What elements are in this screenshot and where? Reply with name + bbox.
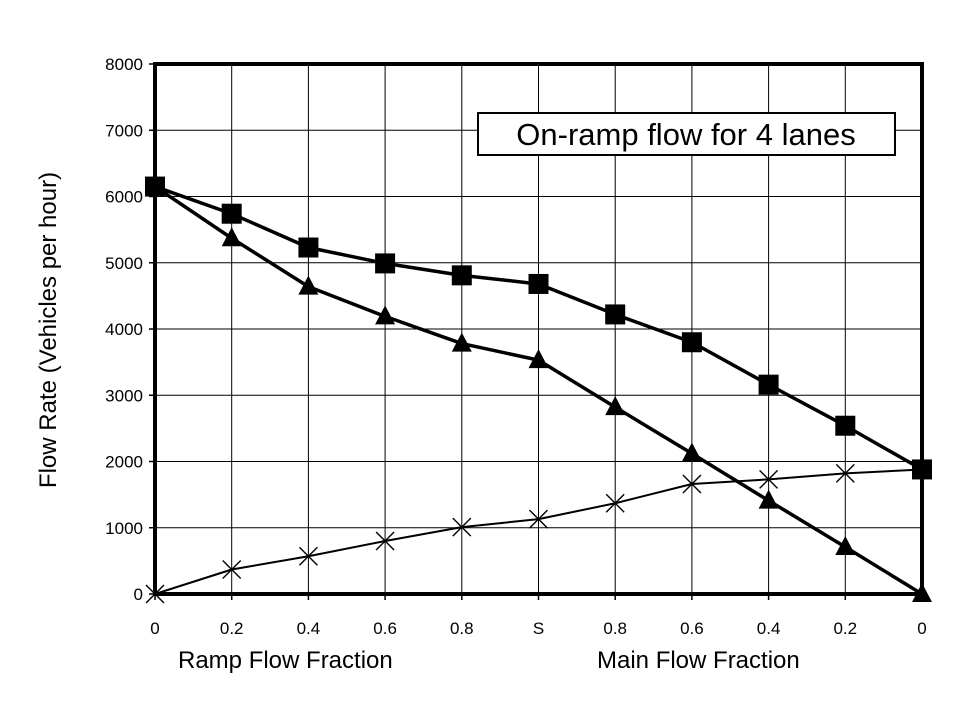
data-point-x <box>835 463 855 483</box>
data-point-triangle <box>758 489 779 509</box>
x-tick-label: 0.4 <box>757 619 781 638</box>
data-point-x-stroke <box>682 474 702 494</box>
y-tick-label: 4000 <box>105 320 143 339</box>
x-tick-label: 0.6 <box>680 619 704 638</box>
y-tick-label: 0 <box>134 585 143 604</box>
data-point-x-stroke <box>375 531 395 551</box>
data-point-square <box>221 203 242 224</box>
x-axis-label-left: Ramp Flow Fraction <box>178 647 393 674</box>
data-point-triangle <box>451 332 472 352</box>
x-tick-label: 0.2 <box>220 619 244 638</box>
data-point-triangle <box>298 275 319 295</box>
data-point-x <box>605 493 625 513</box>
x-tick-label: 0 <box>150 619 159 638</box>
data-point-triangle <box>221 227 242 247</box>
data-point-x <box>529 509 548 529</box>
data-point-x <box>682 474 702 494</box>
data-point-x <box>375 531 395 551</box>
data-point-x-stroke <box>605 493 625 513</box>
x-tick-label: 0.8 <box>450 619 474 638</box>
x-tick-label: 0.4 <box>297 619 321 638</box>
y-tick-label: 8000 <box>105 55 143 74</box>
x-tick-label: S <box>533 619 544 638</box>
data-point-triangle <box>375 305 396 325</box>
y-tick-label: 2000 <box>105 453 143 472</box>
x-tick-label: 0.2 <box>833 619 857 638</box>
data-point-square <box>528 273 549 294</box>
data-point-x <box>759 469 779 489</box>
data-point-square <box>681 332 702 353</box>
data-point-x-stroke <box>452 517 472 537</box>
x-axis-label-right: Main Flow Fraction <box>597 647 800 674</box>
data-point-square <box>605 304 626 325</box>
data-point-square <box>835 415 856 436</box>
y-tick-label: 5000 <box>105 254 143 273</box>
y-tick-label: 3000 <box>105 386 143 405</box>
data-point-triangle <box>681 442 702 462</box>
x-tick-label: 0.6 <box>373 619 397 638</box>
data-point-x-stroke <box>759 469 779 489</box>
data-point-x-stroke <box>529 509 548 529</box>
x-tick-label: 0 <box>917 619 926 638</box>
data-point-triangle <box>605 396 626 416</box>
x-axis-ticks: 0 0.2 0.4 0.6 0.8 S 0.8 0.6 0.4 0.2 0 <box>150 594 927 638</box>
y-tick-label: 6000 <box>105 188 143 207</box>
y-tick-label: 7000 <box>105 121 143 140</box>
data-point-square <box>375 253 396 274</box>
x-tick-label: 0.8 <box>603 619 627 638</box>
data-point-triangle <box>528 349 549 369</box>
data-point-square <box>758 374 779 395</box>
data-point-x-stroke <box>222 559 242 579</box>
y-axis-ticks: 0 1000 2000 3000 4000 5000 6000 7000 8000 <box>105 55 155 604</box>
data-point-square <box>298 237 319 258</box>
data-point-square <box>451 265 472 286</box>
data-point-x-stroke <box>835 463 855 483</box>
grid <box>154 63 923 595</box>
data-point-x <box>222 559 242 579</box>
y-tick-label: 1000 <box>105 519 143 538</box>
data-point-triangle <box>835 535 856 555</box>
y-axis-label: Flow Rate (Vehicles per hour) <box>35 172 62 488</box>
data-point-x-stroke <box>298 546 318 566</box>
data-point-x <box>298 546 318 566</box>
chart-title-box: On-ramp flow for 4 lanes <box>477 112 896 156</box>
data-point-x <box>452 517 472 537</box>
chart-title: On-ramp flow for 4 lanes <box>516 117 855 152</box>
